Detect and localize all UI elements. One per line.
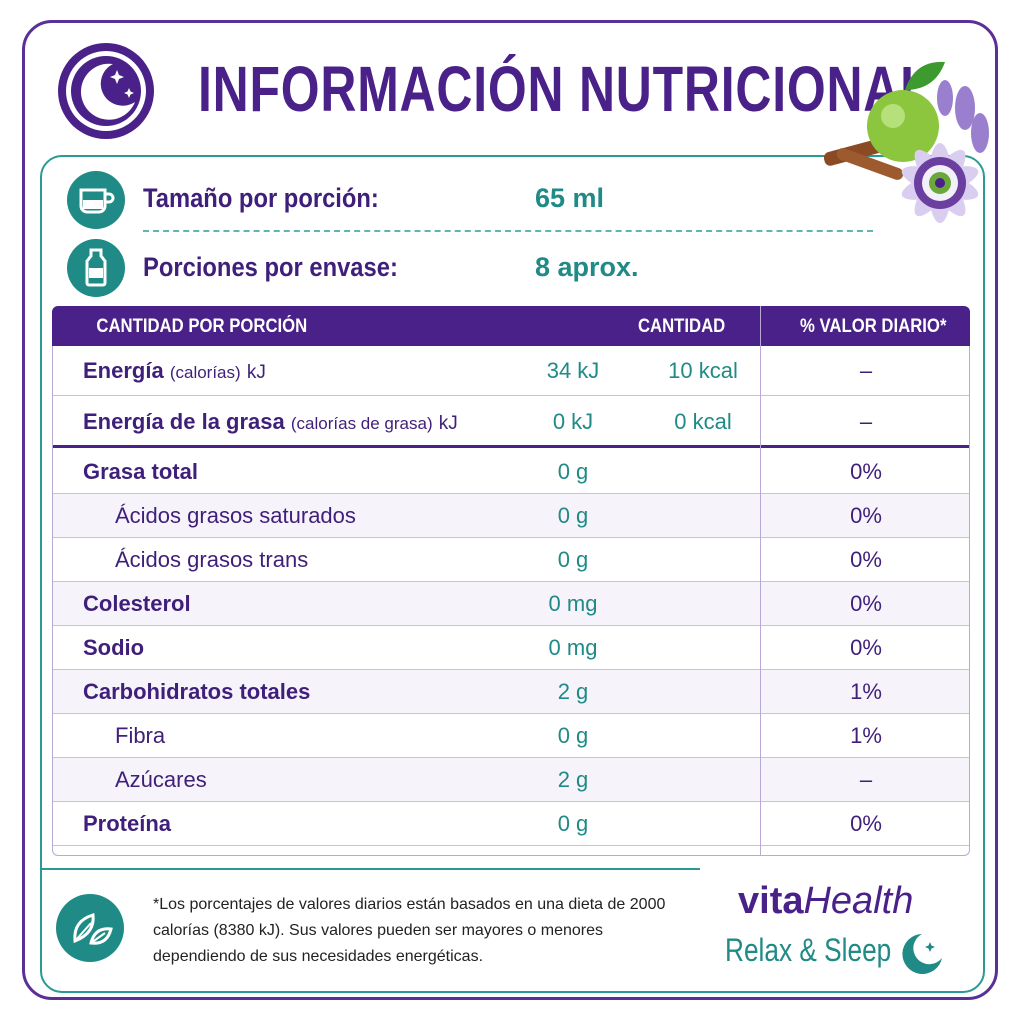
row-label: Ácidos grasos trans: [115, 546, 309, 572]
nutrient-row: Colesterol 0 mg 0%: [53, 582, 969, 626]
daily-value: 0%: [850, 590, 882, 616]
serving-label: Tamaño por porción:: [143, 183, 379, 213]
daily-value: 1%: [850, 678, 882, 704]
daily-value: 1%: [850, 722, 882, 748]
inner-frame: [40, 155, 985, 993]
table-header: CANTIDAD POR PORCIÓN CANTIDAD % VALOR DI…: [52, 306, 970, 346]
amount-kcal: 0 kcal: [674, 408, 732, 434]
brand: vitaHealth: [738, 880, 913, 923]
title: INFORMACIÓN NUTRICIONAL: [198, 53, 932, 125]
footnote: *Los porcentajes de valores diarios está…: [153, 896, 666, 965]
ingredients-illustration: [823, 61, 989, 223]
daily-value: –: [859, 408, 873, 434]
row-label: Sodio: [83, 634, 145, 660]
daily-value: –: [859, 766, 873, 792]
row-label: Azúcares: [115, 766, 207, 792]
daily-value: 0%: [850, 546, 882, 572]
amount: 0 g: [557, 810, 589, 836]
label-note: (calorías de grasa): [290, 413, 433, 433]
label-note: (calorías): [169, 362, 241, 382]
label-main: Energía: [83, 357, 164, 383]
label-main: Energía de la grasa: [83, 408, 285, 434]
header-cell: CANTIDAD POR PORCIÓN: [96, 316, 308, 337]
moon-small: [902, 934, 942, 974]
nutrient-row: Grasa total 0 g 0%: [53, 450, 969, 494]
column-divider: [760, 306, 761, 856]
daily-value: –: [859, 357, 873, 383]
nutrient-row: Ácidos grasos trans 0 g 0%: [53, 538, 969, 582]
row-label: Carbohidratos totales: [83, 678, 311, 704]
nutrient-row: Azúcares 2 g –: [53, 758, 969, 802]
row-label: Proteína: [83, 810, 172, 836]
daily-value: 0%: [850, 810, 882, 836]
amount: 0 mg: [548, 634, 598, 660]
amount-kj: 34 kJ: [546, 357, 600, 383]
cup-icon: [67, 171, 125, 229]
amount: 0 g: [557, 546, 589, 572]
row-label: Grasa total: [83, 458, 198, 484]
footer-divider: [40, 868, 700, 870]
label-unit: kJ: [246, 361, 266, 383]
moon-icon: [58, 43, 154, 139]
serving-value: 65 ml: [535, 183, 605, 213]
row-label: Energía (calorías) kJ: [83, 358, 266, 384]
nutrient-row: Sodio 0 mg 0%: [53, 626, 969, 670]
nutrient-row: Proteína 0 g 0%: [53, 802, 969, 846]
servings-value: 8 aprox.: [535, 252, 639, 282]
brand-part: vita: [738, 880, 804, 922]
leaf-icon: [56, 894, 124, 962]
row-label: Fibra: [115, 722, 166, 748]
amount: 2 g: [557, 678, 589, 704]
amount: 0 g: [557, 502, 589, 528]
daily-value: 0%: [850, 502, 882, 528]
amount-kj: 0 kJ: [552, 408, 594, 434]
table-body: Energía (calorías) kJ 34 kJ 10 kcal – Energí…: [52, 346, 970, 856]
amount: 0 mg: [548, 590, 598, 616]
energy-row: Energía de la grasa (calorías de grasa) …: [53, 398, 969, 448]
row-label: Colesterol: [83, 590, 191, 616]
outer-frame: [22, 20, 998, 1000]
amount: 0 g: [557, 458, 589, 484]
daily-value: 0%: [850, 634, 882, 660]
energy-row: Energía (calorías) kJ 34 kJ 10 kcal –: [53, 346, 969, 396]
brand-part: Health: [803, 880, 914, 922]
header-cell: % VALOR DIARIO*: [799, 316, 947, 337]
nutrient-row: Fibra 0 g 1%: [53, 714, 969, 758]
tagline: Relax & Sleep: [725, 932, 892, 968]
label-unit: kJ: [438, 412, 458, 434]
amount: 2 g: [557, 766, 589, 792]
nutrient-row: Ácidos grasos saturados 0 g 0%: [53, 494, 969, 538]
row-label: Ácidos grasos saturados: [115, 502, 356, 528]
nutrient-row: Carbohidratos totales 2 g 1%: [53, 670, 969, 714]
header-cell: CANTIDAD: [637, 316, 726, 337]
divider: [143, 230, 873, 232]
daily-value: 0%: [850, 458, 882, 484]
bottle-icon: [67, 239, 125, 297]
row-label: Energía de la grasa (calorías de grasa) …: [83, 409, 458, 435]
servings-label: Porciones por envase:: [143, 252, 398, 282]
amount: 0 g: [557, 722, 589, 748]
amount-kcal: 10 kcal: [668, 357, 738, 383]
